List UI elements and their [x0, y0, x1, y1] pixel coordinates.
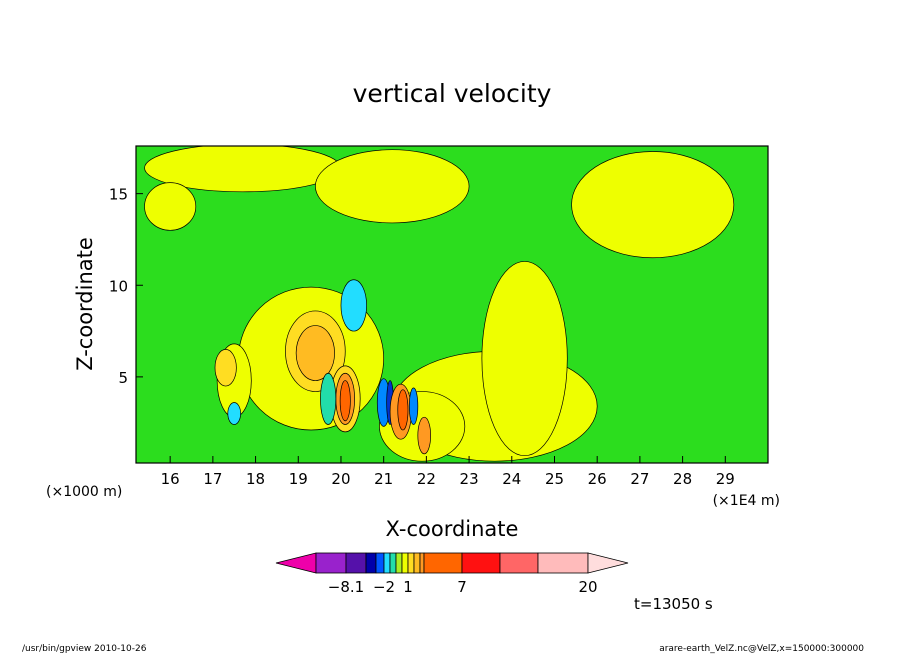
colorbar-label-3: 7: [457, 578, 467, 596]
y-tick-label-5: 5: [118, 369, 128, 387]
x-tick-label-28: 28: [673, 470, 692, 488]
colorbar-segment-3: [365, 552, 377, 574]
y-axis-label: Z-coordinate: [73, 237, 97, 371]
colorbar-segment-2: [345, 552, 367, 574]
chart-title: vertical velocity: [353, 79, 552, 108]
footer-right: arare-earth_VelZ.nc@VelZ,x=150000:300000: [659, 644, 864, 654]
colorbar-segment-4: [375, 552, 385, 574]
colorbar-label-4: 20: [578, 578, 597, 596]
colorbar-segment-11: [419, 552, 425, 574]
y-tick-label-10: 10: [109, 277, 128, 295]
colorbar: −8.1 −2 1 7 20: [275, 552, 629, 596]
colorbar-segment-7: [395, 552, 403, 574]
plot-area: [136, 146, 768, 463]
contour-region-16: [340, 279, 367, 332]
colorbar-segment-13: [461, 552, 501, 574]
contour-region-15: [320, 372, 337, 425]
colorbar-segment-6: [389, 552, 397, 574]
contour-region-1: [315, 149, 470, 224]
colorbar-segment-14: [499, 552, 539, 574]
colorbar-segment-10: [413, 552, 421, 574]
x-unit-right: (×1E4 m): [713, 493, 780, 509]
x-tick-label-27: 27: [630, 470, 649, 488]
x-tick-label-17: 17: [203, 470, 222, 488]
colorbar-label-0: −8.1: [328, 578, 364, 596]
contour-region-17: [227, 402, 241, 425]
colorbar-segment-12: [423, 552, 463, 574]
colorbar-label-1: −2: [373, 578, 395, 596]
x-tick-label-21: 21: [374, 470, 393, 488]
colorbar-segment-8: [401, 552, 409, 574]
y-axis: 5 10 15: [109, 186, 143, 387]
x-tick-label-29: 29: [716, 470, 735, 488]
contour-region-3: [571, 151, 735, 259]
x-axis: 16 17 18 19 20 21 22 23 24 25 26 27 28 29: [161, 456, 735, 488]
colorbar-segment-5: [383, 552, 391, 574]
contour-region-23: [417, 416, 431, 455]
footer-left: /usr/bin/gpview 2010-10-26: [22, 644, 147, 654]
x-axis-label: X-coordinate: [386, 517, 519, 541]
colorbar-segment-1: [315, 552, 347, 574]
contour-region-22: [408, 387, 419, 425]
contour-region-11: [214, 349, 237, 387]
x-tick-label-23: 23: [460, 470, 479, 488]
x-tick-label-16: 16: [161, 470, 180, 488]
x-tick-label-18: 18: [246, 470, 265, 488]
plot-frame: [135, 145, 769, 464]
colorbar-label-2: 1: [403, 578, 413, 596]
x-tick-label-20: 20: [331, 470, 350, 488]
contour-regions: [144, 146, 735, 462]
contour-region-12: [295, 325, 335, 381]
x-unit-left: (×1000 m): [46, 484, 122, 500]
y-tick-label-15: 15: [109, 186, 128, 204]
time-label: t=13050 s: [634, 595, 713, 613]
contour-region-21: [397, 389, 409, 431]
colorbar-segment-16: [587, 552, 629, 574]
x-tick-label-19: 19: [289, 470, 308, 488]
x-tick-label-25: 25: [545, 470, 564, 488]
contour-region-5: [481, 261, 568, 457]
colorbar-segment-9: [407, 552, 415, 574]
colorbar-segment-0: [275, 552, 317, 574]
contour-region-14: [339, 380, 351, 422]
x-tick-label-26: 26: [588, 470, 607, 488]
x-tick-label-24: 24: [502, 470, 521, 488]
x-tick-label-22: 22: [417, 470, 436, 488]
contour-region-2: [144, 182, 197, 231]
colorbar-segment-15: [537, 552, 589, 574]
